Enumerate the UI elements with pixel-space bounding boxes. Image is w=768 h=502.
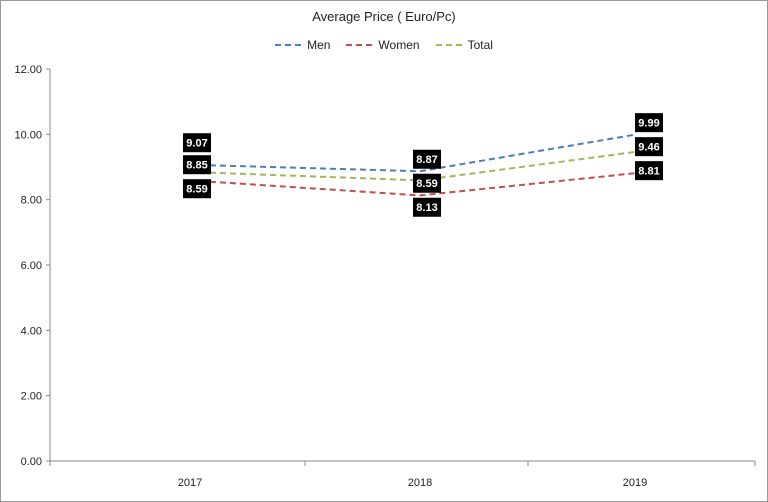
legend-label-women: Women	[378, 38, 420, 52]
series-line-women	[189, 172, 636, 197]
x-tick-label: 2017	[178, 477, 202, 489]
data-label-men: 9.99	[638, 118, 659, 130]
y-tick-label: 10.00	[14, 129, 42, 141]
data-label-box	[635, 113, 663, 133]
x-tick-label: 2018	[408, 477, 432, 489]
data-label-box	[183, 155, 211, 175]
chart-legend: Men Women Total	[0, 38, 768, 52]
data-label-box	[183, 133, 211, 153]
series-line-total	[189, 150, 636, 182]
legend-item-total: Total	[435, 38, 493, 52]
data-label-women: 8.13	[416, 202, 437, 214]
data-label-box	[413, 149, 441, 169]
data-label-box	[183, 179, 211, 199]
legend-swatch-women	[346, 44, 373, 46]
legend-item-women: Women	[346, 38, 420, 52]
y-tick-label: 6.00	[21, 260, 42, 272]
y-tick-label: 0.00	[21, 456, 42, 468]
legend-swatch-men	[275, 44, 302, 46]
y-tick-label: 12.00	[14, 64, 42, 76]
data-label-total: 8.59	[416, 178, 437, 190]
data-label-men: 9.07	[186, 138, 207, 150]
x-tick-label: 2019	[623, 477, 647, 489]
y-tick-label: 2.00	[21, 391, 42, 403]
y-tick-label: 8.00	[21, 195, 42, 207]
data-label-men: 8.87	[416, 154, 437, 166]
legend-label-total: Total	[467, 38, 493, 52]
chart-title: Average Price ( Euro/Pc)	[312, 9, 456, 24]
data-label-women: 8.81	[638, 166, 659, 178]
data-label-box	[413, 197, 441, 217]
data-label-box	[635, 161, 663, 181]
y-tick-label: 4.00	[21, 325, 42, 337]
data-label-total: 9.46	[638, 142, 659, 154]
data-label-box	[413, 173, 441, 193]
legend-label-men: Men	[307, 38, 331, 52]
legend-swatch-total	[435, 44, 462, 46]
legend-item-men: Men	[275, 38, 330, 52]
data-label-women: 8.59	[186, 184, 207, 196]
series-line-men	[189, 133, 636, 173]
data-label-box	[635, 137, 663, 157]
data-label-total: 8.85	[186, 160, 207, 172]
